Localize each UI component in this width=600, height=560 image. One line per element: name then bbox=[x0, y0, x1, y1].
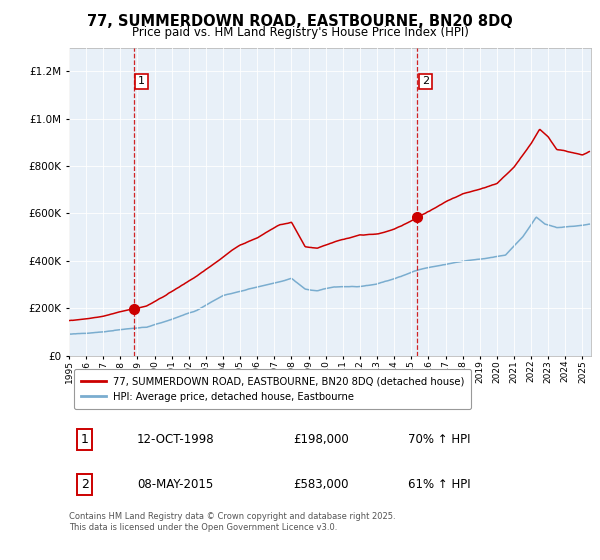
Text: 08-MAY-2015: 08-MAY-2015 bbox=[137, 478, 213, 491]
Text: 1: 1 bbox=[81, 433, 89, 446]
Text: Contains HM Land Registry data © Crown copyright and database right 2025.
This d: Contains HM Land Registry data © Crown c… bbox=[69, 512, 395, 532]
Text: 2: 2 bbox=[81, 478, 89, 491]
Text: £583,000: £583,000 bbox=[293, 478, 349, 491]
Text: 61% ↑ HPI: 61% ↑ HPI bbox=[409, 478, 471, 491]
Text: Price paid vs. HM Land Registry's House Price Index (HPI): Price paid vs. HM Land Registry's House … bbox=[131, 26, 469, 39]
Text: 1: 1 bbox=[138, 77, 145, 86]
Text: 12-OCT-1998: 12-OCT-1998 bbox=[137, 433, 214, 446]
Legend: 77, SUMMERDOWN ROAD, EASTBOURNE, BN20 8DQ (detached house), HPI: Average price, : 77, SUMMERDOWN ROAD, EASTBOURNE, BN20 8D… bbox=[74, 370, 472, 409]
Text: 2: 2 bbox=[422, 77, 429, 86]
Text: 70% ↑ HPI: 70% ↑ HPI bbox=[409, 433, 471, 446]
Text: 77, SUMMERDOWN ROAD, EASTBOURNE, BN20 8DQ: 77, SUMMERDOWN ROAD, EASTBOURNE, BN20 8D… bbox=[87, 14, 513, 29]
Text: £198,000: £198,000 bbox=[293, 433, 349, 446]
